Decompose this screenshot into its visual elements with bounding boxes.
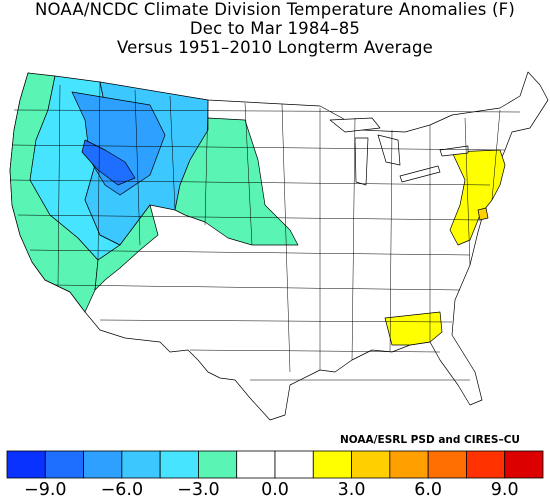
legend-swatch [504, 450, 544, 479]
map-title: NOAA/NCDC Climate Division Temperature A… [34, 0, 516, 19]
legend-tick-label: −6.0 [100, 480, 144, 500]
legend-swatch [83, 450, 123, 479]
us-climate-division-map [9, 71, 549, 421]
legend-tick-label: 9.0 [490, 480, 519, 500]
legend-swatch [274, 450, 314, 479]
legend-swatch [159, 450, 199, 479]
lake-michigan [354, 137, 369, 186]
legend-swatch [44, 450, 84, 479]
legend-swatch [236, 450, 276, 479]
legend-swatch [351, 450, 391, 479]
legend-tick-label: −3.0 [177, 480, 220, 500]
legend-swatch [389, 450, 429, 479]
lake-huron [377, 134, 401, 166]
region-deep-blue-center [81, 139, 136, 186]
legend-swatch [6, 450, 46, 479]
legend-swatch [312, 450, 352, 479]
legend-swatch [427, 450, 467, 479]
legend-tick-label: 6.0 [414, 480, 443, 500]
map-period: Dec to Mar 1984–85 [189, 19, 361, 38]
region-yellow-northeast [449, 149, 506, 246]
legend-swatch [466, 450, 506, 479]
legend-tick-label: −9.0 [24, 480, 67, 500]
data-credit: NOAA/ESRL PSD and CIRES–CU [340, 434, 520, 446]
lake-ontario [439, 145, 469, 157]
map-baseline: Versus 1951–2010 Longterm Average [116, 38, 434, 57]
region-green-plains [174, 117, 299, 246]
color-legend-bar [6, 450, 544, 479]
legend-tick-label: 0.0 [261, 480, 289, 500]
region-orange-maryland [477, 207, 489, 221]
region-mid-blue-core [71, 91, 166, 196]
legend-tick-label: 3.0 [337, 480, 366, 500]
legend-swatch [198, 450, 238, 479]
legend-swatch [121, 450, 161, 479]
map-title-block: NOAA/NCDC Climate Division Temperature A… [0, 0, 550, 57]
region-green-southwest [94, 204, 159, 291]
